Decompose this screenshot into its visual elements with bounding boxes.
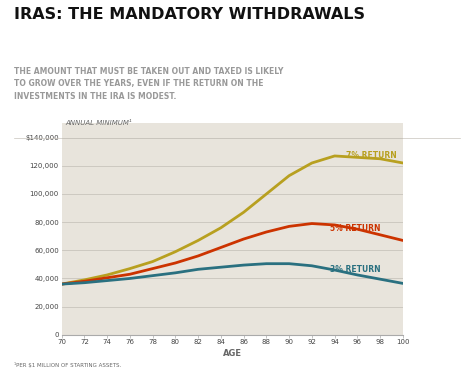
Text: THE AMOUNT THAT MUST BE TAKEN OUT AND TAXED IS LIKELY
TO GROW OVER THE YEARS, EV: THE AMOUNT THAT MUST BE TAKEN OUT AND TA… [14,67,283,101]
X-axis label: AGE: AGE [223,349,242,358]
Text: 7% RETURN: 7% RETURN [346,151,397,160]
Text: IRAS: THE MANDATORY WITHDRAWALS: IRAS: THE MANDATORY WITHDRAWALS [14,7,365,22]
Text: 5% RETURN: 5% RETURN [329,224,380,233]
Text: ANNUAL MINIMUM¹: ANNUAL MINIMUM¹ [65,120,132,126]
Text: ¹PER $1 MILLION OF STARTING ASSETS.: ¹PER $1 MILLION OF STARTING ASSETS. [14,362,121,368]
Text: 3% RETURN: 3% RETURN [329,264,380,273]
